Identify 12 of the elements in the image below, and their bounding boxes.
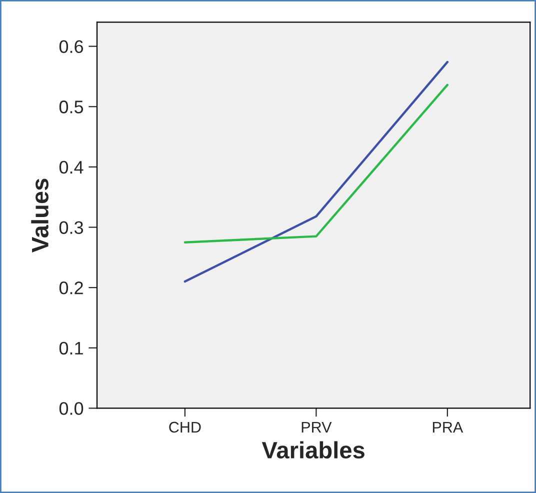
- x-tick-label: PRV: [302, 422, 332, 432]
- y-tick-label: 0.5: [59, 100, 84, 114]
- y-axis-title: Values: [31, 178, 48, 252]
- y-tick-label: 0.1: [59, 342, 83, 355]
- x-axis-title: Variables: [262, 441, 364, 459]
- y-tick-label: 0.2: [59, 282, 83, 294]
- y-tick-label: 0.6: [59, 40, 84, 54]
- y-tick-label: 0.0: [59, 402, 84, 415]
- y-tick-label: 0.3: [59, 221, 84, 234]
- x-tick-label: CHD: [169, 422, 201, 433]
- y-tick-label: 0.4: [59, 160, 84, 174]
- x-tick-label: PRA: [432, 422, 464, 432]
